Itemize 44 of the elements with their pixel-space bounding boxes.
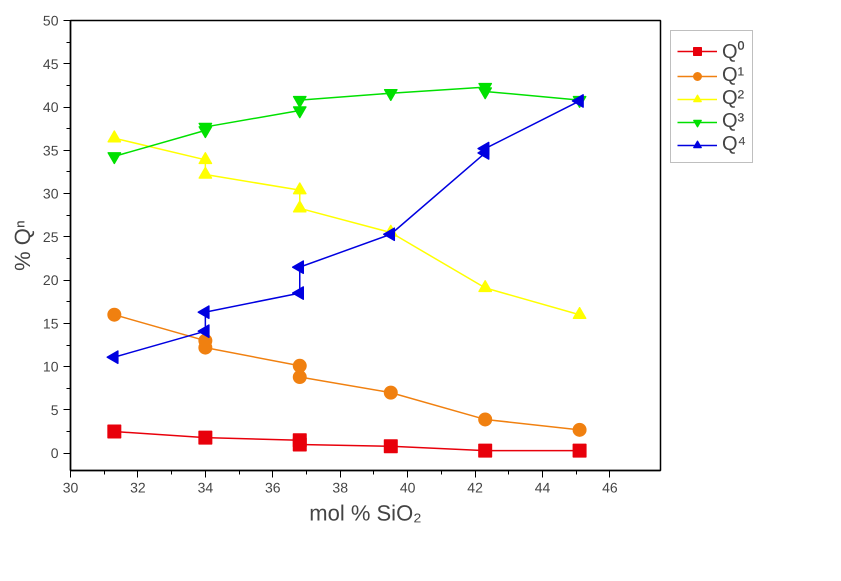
- point: [478, 87, 492, 100]
- point: [292, 358, 307, 373]
- legend-label: Q⁰: [722, 40, 745, 64]
- y-tick-label: 0: [50, 445, 59, 462]
- x-tick-label: 34: [198, 480, 214, 496]
- point: [292, 106, 307, 119]
- legend-label: Q⁴: [722, 133, 746, 156]
- legend-label: Q¹: [722, 64, 744, 87]
- y-tick-label: 45: [42, 56, 59, 72]
- x-tick-label: 36: [265, 480, 281, 496]
- y-tick-label: 30: [42, 186, 59, 202]
- x-tick-label: 46: [602, 480, 618, 496]
- point: [384, 386, 398, 400]
- point: [198, 430, 212, 445]
- point: [478, 412, 492, 426]
- x-tick-label: 38: [332, 480, 348, 496]
- y-axis-title: % Qⁿ: [10, 220, 35, 271]
- y-tick-label: 35: [42, 142, 59, 158]
- y-tick-label: 15: [42, 315, 59, 332]
- y-tick-label: 25: [42, 228, 59, 245]
- point: [107, 424, 122, 439]
- point: [384, 88, 398, 102]
- point: [572, 444, 587, 458]
- point: [292, 438, 307, 452]
- legend-label: Q²: [722, 87, 744, 110]
- x-tick-label: 30: [62, 480, 78, 496]
- point: [292, 96, 307, 108]
- y-tick-label: 10: [42, 358, 59, 375]
- y-tick-label: 40: [42, 99, 59, 116]
- point: [478, 444, 492, 458]
- x-tick-label: 42: [467, 480, 484, 496]
- x-tick-label: 40: [400, 480, 416, 496]
- legend-label: Q³: [722, 110, 744, 133]
- y-tick-label: 50: [42, 12, 59, 28]
- point: [107, 152, 122, 164]
- x-tick-label: 44: [534, 480, 550, 496]
- point: [384, 439, 398, 454]
- y-tick-label: 20: [42, 272, 59, 288]
- point: [292, 370, 307, 384]
- point: [572, 422, 587, 437]
- y-tick-label: 5: [50, 402, 59, 418]
- x-tick-label: 32: [130, 480, 146, 496]
- point: [107, 308, 122, 322]
- x-axis-title: mol % SiO₂: [309, 500, 422, 526]
